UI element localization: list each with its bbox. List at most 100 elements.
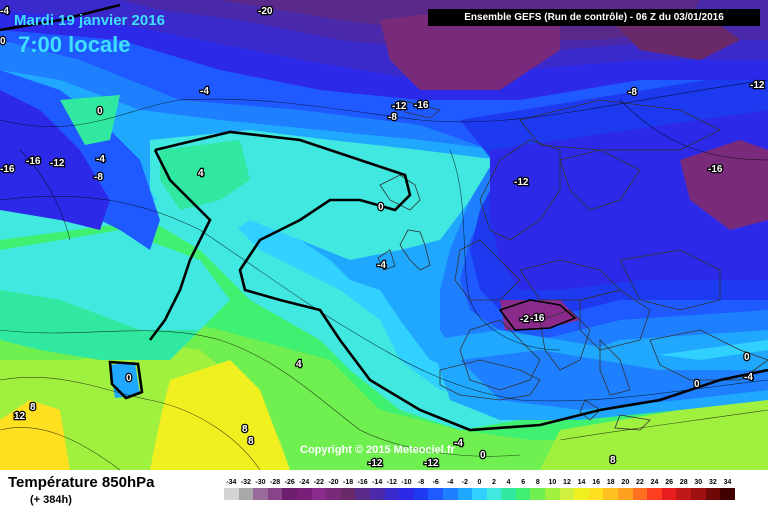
legend-label: -4 — [447, 479, 454, 486]
legend-item: 2 — [486, 478, 502, 500]
isotherm-label: 0 — [0, 36, 6, 47]
legend-item: 24 — [647, 478, 662, 500]
legend-item: 34 — [720, 478, 735, 500]
legend-label: -22 — [313, 479, 324, 486]
isotherm-label: -12 — [392, 101, 407, 112]
isotherm-label: 0 — [480, 450, 486, 461]
legend-label: 20 — [621, 479, 630, 486]
isotherm-label: -12 — [50, 158, 65, 169]
legend-label: -6 — [432, 479, 439, 486]
lead-time: (+ 384h) — [30, 494, 72, 506]
legend-label: 6 — [521, 479, 526, 486]
isotherm-label: -8 — [388, 112, 397, 123]
isotherm-label: -16 — [414, 100, 429, 111]
legend-item: 16 — [588, 478, 604, 500]
legend-item: 26 — [661, 478, 677, 500]
legend-swatch — [340, 488, 356, 500]
legend-label: -20 — [328, 479, 339, 486]
legend-item: -22 — [311, 478, 327, 500]
legend-label: 12 — [563, 479, 571, 486]
isotherm-label: 0 — [97, 106, 103, 117]
legend-swatch — [588, 488, 604, 500]
legend-swatch — [442, 488, 458, 500]
legend-label: -32 — [240, 479, 251, 486]
legend-label: -12 — [386, 479, 397, 486]
legend-swatch — [691, 488, 706, 500]
isotherm-label: -12 — [514, 177, 529, 188]
legend-label: 26 — [665, 479, 673, 486]
isotherm-label: -16 — [708, 164, 723, 175]
legend-swatch — [501, 488, 516, 500]
legend-label: -30 — [255, 479, 266, 486]
legend-swatch — [618, 488, 633, 500]
forecast-time: 7:00 locale — [18, 32, 131, 57]
legend-label: -10 — [401, 479, 412, 486]
legend-swatch — [369, 488, 385, 500]
legend-item: 0 — [472, 478, 487, 500]
isotherm-label: 8 — [610, 455, 616, 466]
legend-item: 18 — [603, 478, 619, 500]
legend-item: 22 — [632, 478, 648, 500]
legend-swatch — [676, 488, 691, 500]
legend-item: -8 — [413, 478, 429, 500]
isotherm-label: 0 — [744, 352, 750, 363]
legend-item: -20 — [326, 478, 341, 500]
legend-item: 28 — [676, 478, 691, 500]
legend-label: 30 — [694, 479, 703, 486]
legend-label: 34 — [723, 479, 732, 486]
legend-label: -34 — [226, 479, 237, 486]
legend-swatch — [559, 488, 575, 500]
legend-label: -14 — [372, 479, 383, 486]
forecast-date: Mardi 19 janvier 2016 — [14, 12, 165, 29]
isotherm-label: 8 — [248, 436, 254, 447]
isotherm-label: -16 — [0, 164, 15, 175]
legend-item: -4 — [442, 478, 458, 500]
legend-swatch — [253, 488, 268, 500]
legend-item: 20 — [618, 478, 633, 500]
legend-item: -26 — [282, 478, 297, 500]
legend-label: 8 — [535, 479, 540, 486]
legend-item: -28 — [267, 478, 283, 500]
legend-item: -10 — [399, 478, 414, 500]
legend-swatch — [311, 488, 327, 500]
legend-item: -16 — [355, 478, 370, 500]
legend-label: 0 — [477, 479, 482, 486]
isotherm-label: -4 — [0, 6, 9, 17]
legend-label: -8 — [417, 479, 425, 486]
run-info: Ensemble GEFS (Run de contrôle) - 06 Z d… — [428, 9, 760, 26]
isotherm-label: -12 — [424, 458, 439, 469]
legend-item: -24 — [296, 478, 312, 500]
legend-swatch — [355, 488, 370, 500]
isotherm-label: 0 — [126, 373, 132, 384]
legend-item: 30 — [691, 478, 706, 500]
legend-label: 14 — [577, 479, 586, 486]
legend-item: -30 — [253, 478, 268, 500]
legend-swatch — [413, 488, 429, 500]
legend-swatch — [238, 488, 254, 500]
isotherm-label: -16 — [530, 313, 545, 324]
legend-item: -32 — [238, 478, 254, 500]
isotherm-label: -16 — [26, 156, 41, 167]
isotherm-label: 4 — [296, 359, 302, 370]
legend-swatch — [326, 488, 341, 500]
isotherm-label: 4 — [198, 168, 204, 179]
isotherm-labels: -20-40-40 -12 -16-8-8-12-16 -12 -4-8-16 4-12-… — [0, 5, 766, 470]
legend-swatch — [428, 488, 443, 500]
legend-item: 10 — [545, 478, 560, 500]
legend-label: -24 — [299, 479, 310, 486]
variable-title: Température 850hPa — [8, 474, 155, 491]
legend-item: -6 — [428, 478, 443, 500]
legend-label: -2 — [461, 479, 468, 486]
isotherm-label: 0 — [694, 379, 700, 390]
legend-label: 18 — [606, 479, 615, 486]
legend-label: 2 — [492, 479, 496, 486]
isotherm-label: -8 — [94, 172, 103, 183]
legend-label: 16 — [592, 479, 601, 486]
isotherm-label: -8 — [628, 87, 637, 98]
legend-swatch — [267, 488, 283, 500]
legend-swatch — [282, 488, 297, 500]
isotherm-label: 8 — [242, 424, 248, 435]
legend-swatch — [545, 488, 560, 500]
legend-label: 4 — [506, 479, 511, 486]
legend-item: 14 — [574, 478, 589, 500]
